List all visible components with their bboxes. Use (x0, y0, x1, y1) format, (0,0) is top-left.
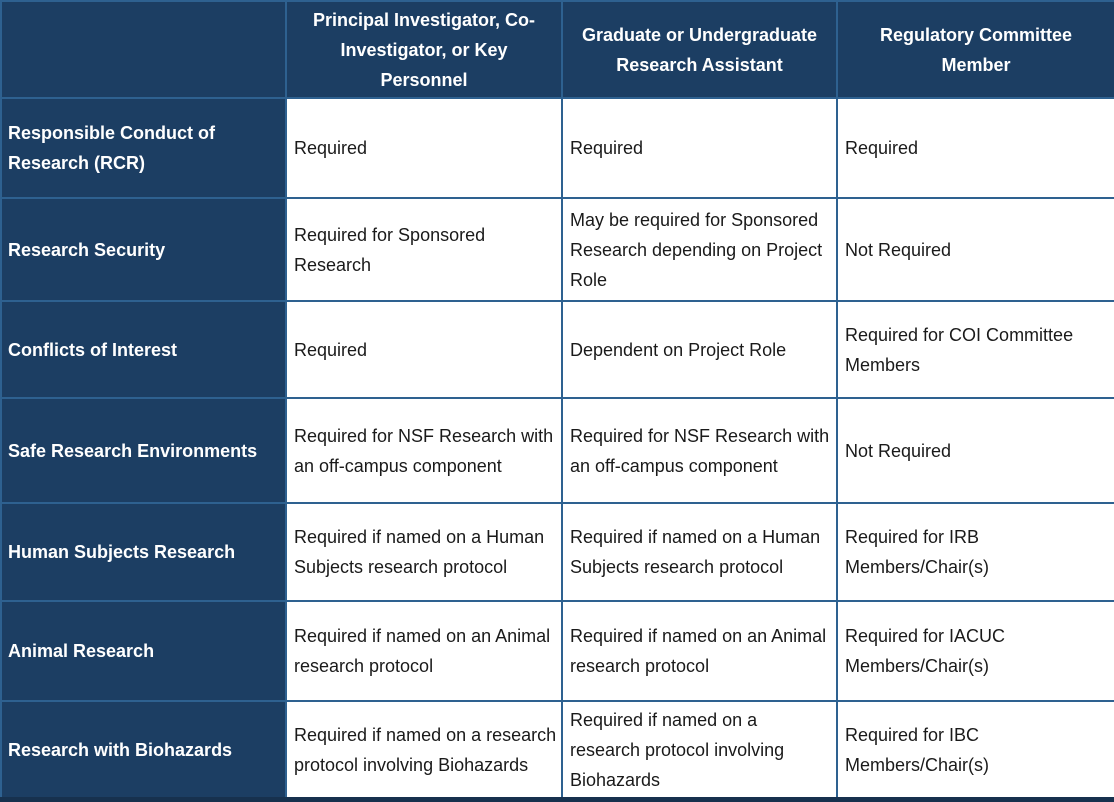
cell: Required if named on a Human Subjects re… (285, 502, 563, 602)
column-header-principal-investigator: Principal Investigator, Co-Investigator,… (285, 0, 563, 99)
cell: Required for NSF Research with an off-ca… (561, 397, 838, 504)
cell: Required for NSF Research with an off-ca… (285, 397, 563, 504)
cell: Dependent on Project Role (561, 300, 838, 399)
cell: Required if named on a Human Subjects re… (561, 502, 838, 602)
cell: Required for IACUC Members/Chair(s) (836, 600, 1114, 702)
cell: Not Required (836, 197, 1114, 302)
cell: Required if named on a research protocol… (285, 700, 563, 797)
cell: Required if named on an Animal research … (285, 600, 563, 702)
cell: Required for IRB Members/Chair(s) (836, 502, 1114, 602)
row-header-research-security: Research Security (0, 197, 287, 302)
row-header-safe-research-environments: Safe Research Environments (0, 397, 287, 504)
table-row-safe-research-environments: Safe Research Environments Required for … (0, 397, 1114, 504)
cell: Required if named on a research protocol… (561, 700, 838, 797)
cell: Required (836, 97, 1114, 199)
row-header-animal-research: Animal Research (0, 600, 287, 702)
row-header-research-with-biohazards: Research with Biohazards (0, 700, 287, 797)
cell: Required if named on an Animal research … (561, 600, 838, 702)
row-header-rcr: Responsible Conduct of Research (RCR) (0, 97, 287, 199)
table-row-conflicts-of-interest: Conflicts of Interest Required Dependent… (0, 300, 1114, 399)
cell: Required for COI Committee Members (836, 300, 1114, 399)
column-header-research-assistant: Graduate or Undergraduate Research Assis… (561, 0, 838, 99)
header-row: Principal Investigator, Co-Investigator,… (0, 0, 1114, 99)
cell: Required (285, 97, 563, 199)
table-row-research-with-biohazards: Research with Biohazards Required if nam… (0, 700, 1114, 797)
cell: Required for Sponsored Research (285, 197, 563, 302)
cell: Not Required (836, 397, 1114, 504)
column-header-regulatory-committee: Regulatory Committee Member (836, 0, 1114, 99)
table-row-rcr: Responsible Conduct of Research (RCR) Re… (0, 97, 1114, 199)
cell: Required (285, 300, 563, 399)
cell: Required for IBC Members/Chair(s) (836, 700, 1114, 797)
cell: May be required for Sponsored Research d… (561, 197, 838, 302)
table-row-animal-research: Animal Research Required if named on an … (0, 600, 1114, 702)
corner-cell (0, 0, 287, 99)
row-header-conflicts-of-interest: Conflicts of Interest (0, 300, 287, 399)
table-row-human-subjects-research: Human Subjects Research Required if name… (0, 502, 1114, 602)
row-header-human-subjects-research: Human Subjects Research (0, 502, 287, 602)
table-row-research-security: Research Security Required for Sponsored… (0, 197, 1114, 302)
cell: Required (561, 97, 838, 199)
